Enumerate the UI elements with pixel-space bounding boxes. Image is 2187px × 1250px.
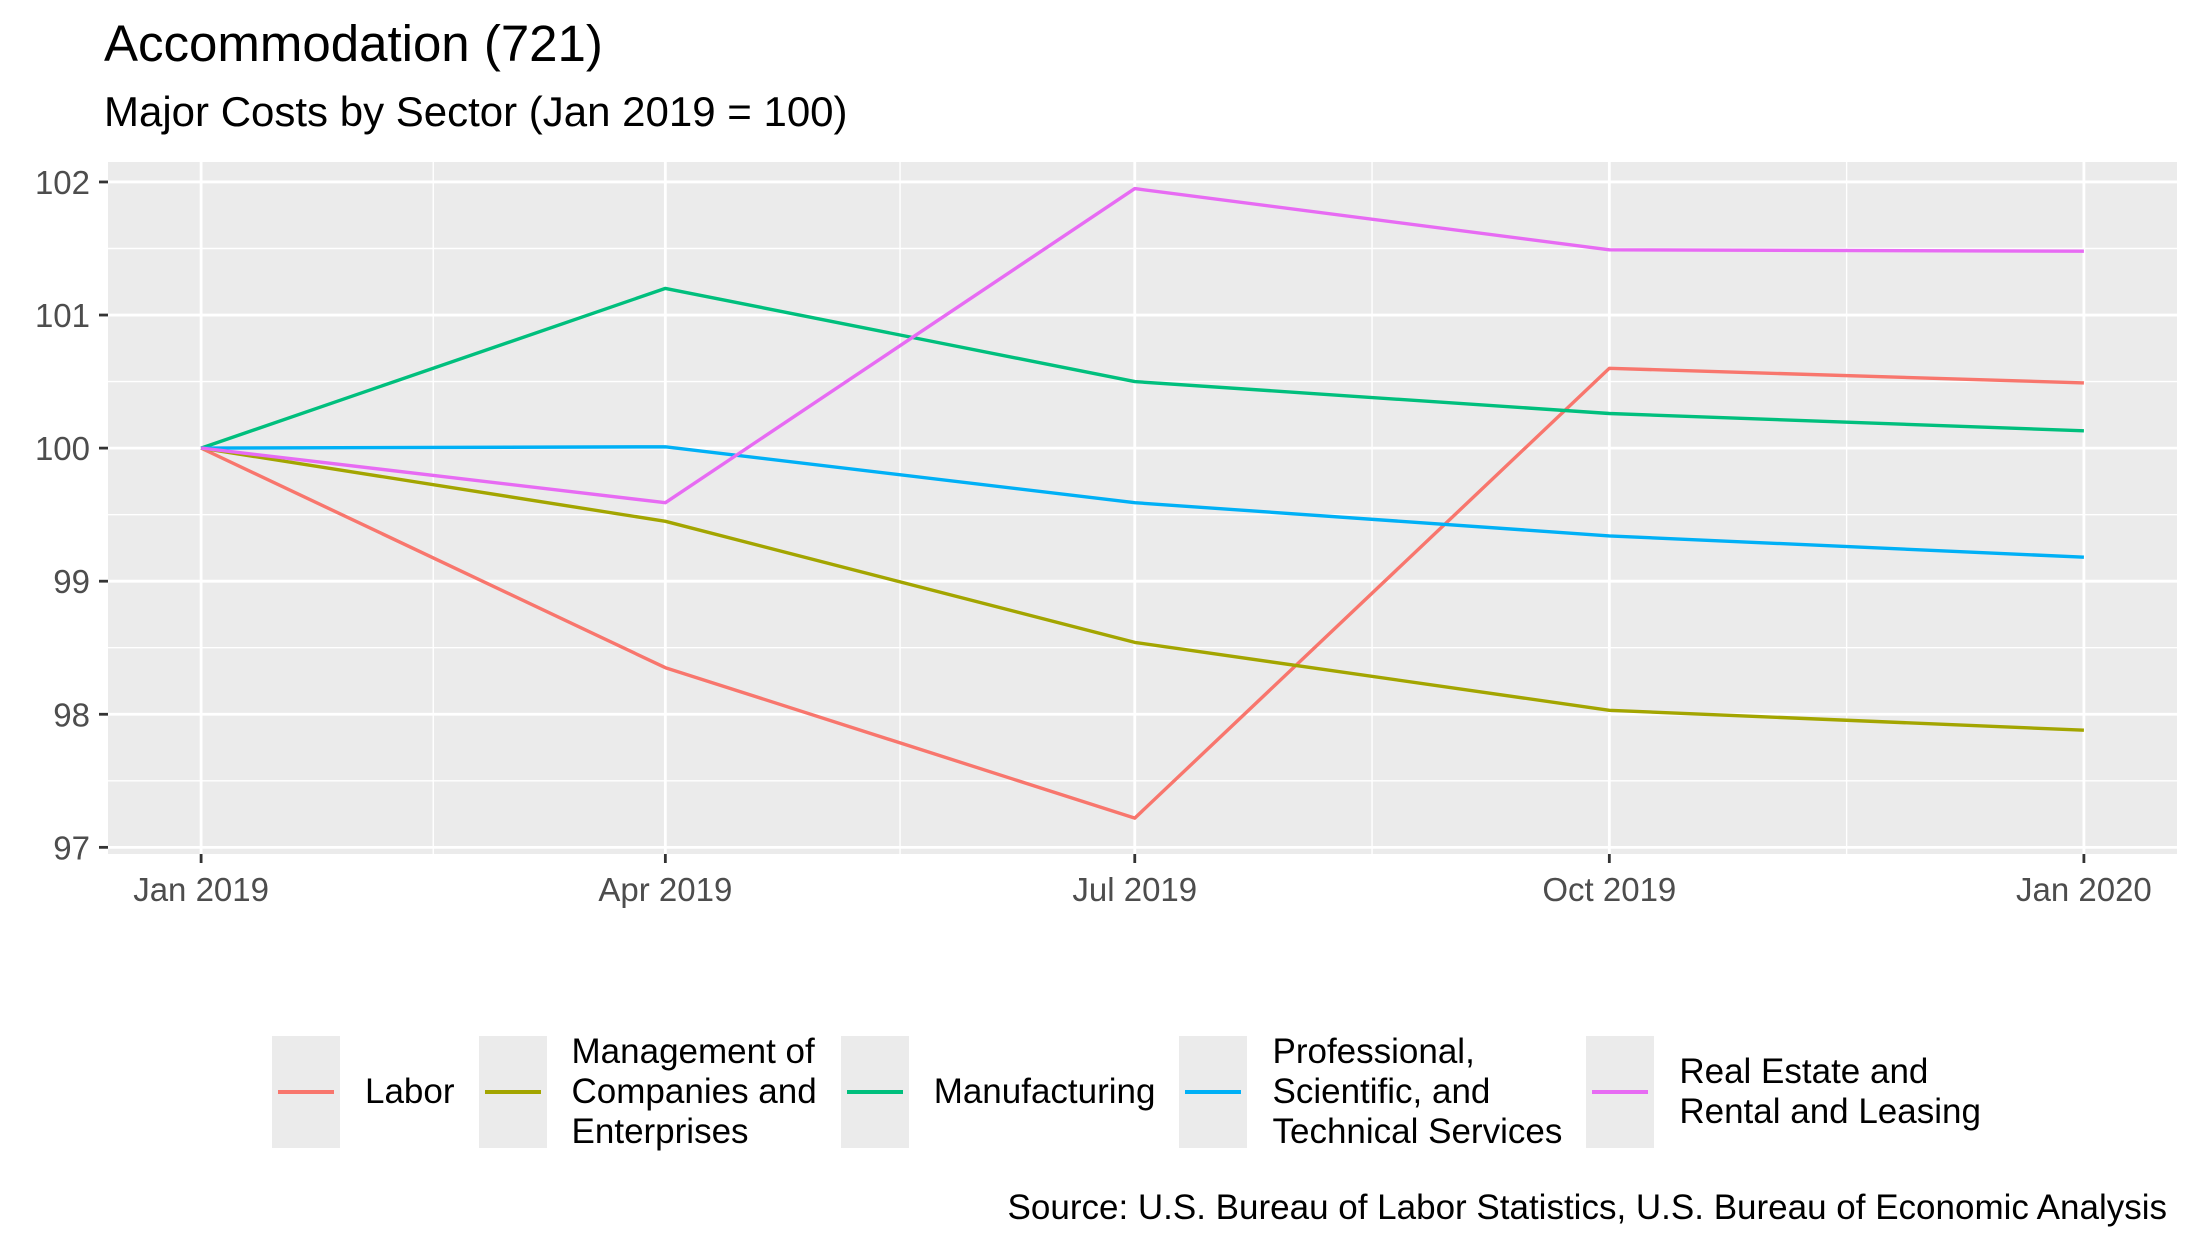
- y-tick-label: 101: [35, 297, 90, 334]
- y-tick-label: 102: [35, 164, 90, 201]
- y-tick-label: 98: [53, 696, 90, 733]
- y-tick-label: 100: [35, 430, 90, 467]
- axis-ticks: [99, 180, 2086, 863]
- x-tick-label: Apr 2019: [598, 871, 732, 908]
- legend-item-0: Labor: [272, 1036, 455, 1148]
- y-tick-label: 99: [53, 563, 90, 600]
- legend-item-1: Management of Companies and Enterprises: [478, 1032, 817, 1152]
- legend-item-2: Manufacturing: [840, 1036, 1156, 1148]
- series-line-2: [200, 286, 2084, 450]
- legend-key: [272, 1036, 340, 1148]
- legend-label: Labor: [365, 1072, 455, 1111]
- legend-key: [840, 1036, 909, 1148]
- legend-label: Professional, Scientific, and Technical …: [1272, 1032, 1563, 1151]
- legend-key: [1586, 1036, 1655, 1148]
- x-tick-label: Oct 2019: [1542, 871, 1676, 908]
- legend: Labor Management of Companies and Enterpr…: [272, 1032, 2005, 1152]
- y-tick-label: 97: [53, 829, 90, 866]
- legend-line-swatch: [1592, 1090, 1649, 1094]
- legend-item-3: Professional, Scientific, and Technical …: [1179, 1032, 1562, 1152]
- source-caption: Source: U.S. Bureau of Labor Statistics,…: [1007, 1188, 2167, 1227]
- legend-line-swatch: [846, 1090, 903, 1094]
- x-tick-label: Jul 2019: [1072, 871, 1197, 908]
- plot-panel: [108, 162, 2177, 854]
- legend-label: Management of Companies and Enterprises: [571, 1032, 817, 1151]
- series-line-1: [200, 446, 2084, 732]
- legend-key: [478, 1036, 547, 1148]
- legend-label: Real Estate and Rental and Leasing: [1679, 1052, 1981, 1131]
- legend-key: [1179, 1036, 1248, 1148]
- legend-line-swatch: [484, 1090, 541, 1094]
- minor-gridlines: [108, 162, 2177, 854]
- series-lines: [200, 186, 2084, 820]
- series-line-0: [200, 366, 2084, 820]
- x-tick-label: Jan 2020: [2016, 871, 2152, 908]
- legend-line-swatch: [278, 1090, 334, 1094]
- chart-title: Accommodation (721): [104, 15, 603, 72]
- x-axis-tick-labels: Jan 2019 Apr 2019 Jul 2019 Oct 2019 Jan 2020: [133, 871, 2152, 908]
- series-line-3: [201, 445, 2084, 559]
- legend-label: Manufacturing: [933, 1072, 1156, 1111]
- chart-subtitle: Major Costs by Sector (Jan 2019 = 100): [104, 88, 848, 135]
- y-axis-tick-labels: 97 98 99 100 101 102: [35, 164, 90, 866]
- line-chart: 97 98 99 100 101 102 Jan 2019 Apr 2019 Jul 2019…: [35, 162, 2177, 908]
- legend-item-4: Real Estate and Rental and Leasing: [1586, 1036, 1981, 1148]
- legend-line-swatch: [1185, 1090, 1242, 1094]
- series-line-4: [200, 186, 2084, 505]
- x-tick-label: Jan 2019: [133, 871, 269, 908]
